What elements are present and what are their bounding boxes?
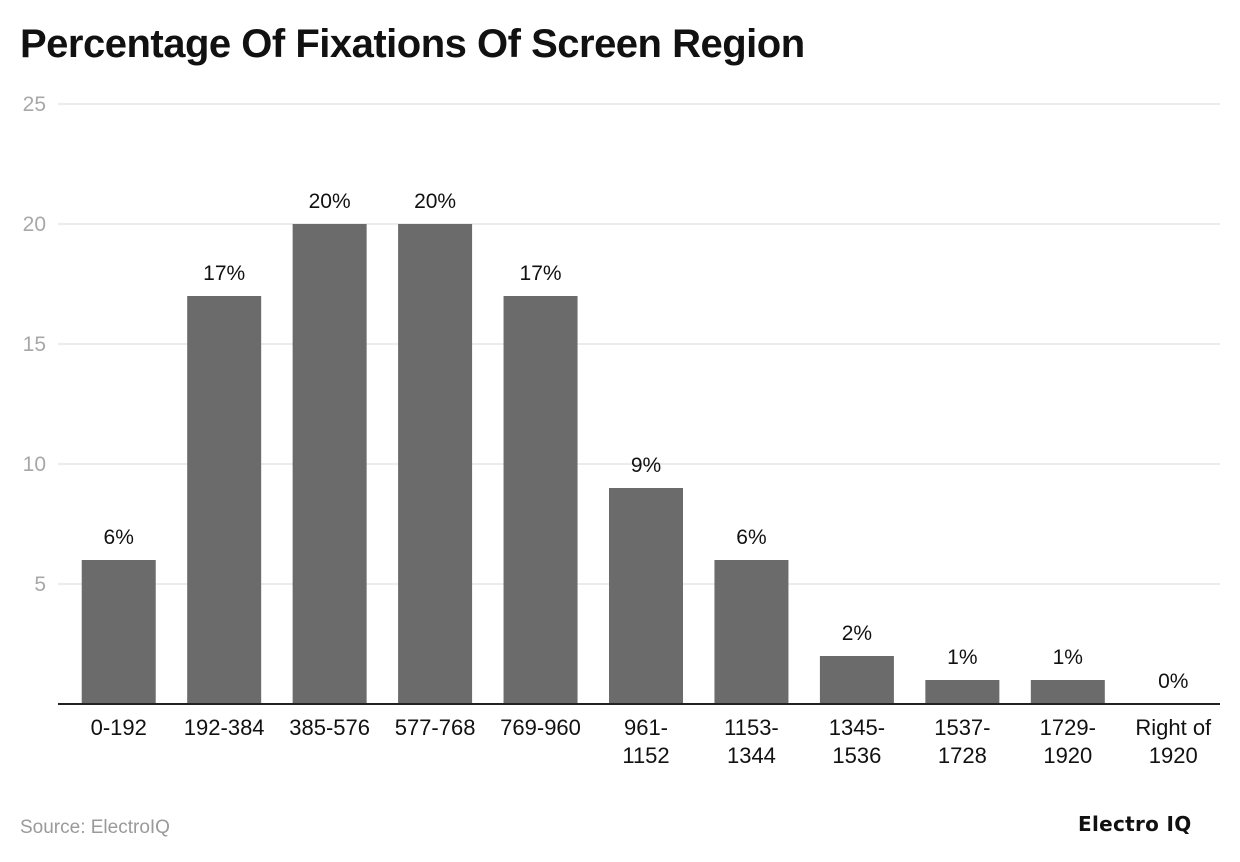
y-tick-label: 10 bbox=[23, 453, 46, 476]
bar bbox=[81, 560, 156, 704]
x-tick-label: 0-192 bbox=[91, 715, 147, 740]
bars bbox=[81, 224, 1105, 704]
x-tick-label: 1344 bbox=[727, 743, 776, 768]
data-label: 20% bbox=[414, 190, 456, 213]
x-tick-label: 1345- bbox=[829, 715, 885, 740]
bar bbox=[187, 296, 262, 704]
bar-chart: 5 10 15 20 25 6% 17% 20% 20% 17% 9% 6% 2% 1% 1% 0% 0-1… bbox=[23, 93, 1220, 768]
x-tick-label: Right of bbox=[1135, 715, 1212, 740]
bar bbox=[714, 560, 789, 704]
data-label: 2% bbox=[842, 622, 872, 645]
x-tick-label: 385-576 bbox=[289, 715, 370, 740]
x-tick-label: 961- bbox=[624, 715, 668, 740]
y-tick-label: 15 bbox=[23, 333, 46, 356]
x-tick-label: 192-384 bbox=[184, 715, 265, 740]
source-note: Source: ElectroIQ bbox=[20, 817, 170, 838]
x-tick-label: 1536 bbox=[832, 743, 881, 768]
x-tick-label: 577-768 bbox=[395, 715, 476, 740]
x-tick-label: 1920 bbox=[1149, 743, 1198, 768]
data-label: 1% bbox=[1053, 646, 1083, 669]
bar bbox=[925, 680, 1000, 704]
x-tick-label: 1728 bbox=[938, 743, 987, 768]
data-label: 6% bbox=[736, 526, 766, 549]
data-label: 9% bbox=[631, 454, 661, 477]
bar bbox=[1030, 680, 1105, 704]
bar bbox=[819, 656, 894, 704]
y-axis-ticks: 5 10 15 20 25 bbox=[23, 93, 46, 596]
y-tick-label: 20 bbox=[23, 213, 46, 236]
bar bbox=[503, 296, 578, 704]
data-label: 17% bbox=[203, 262, 245, 285]
data-label: 17% bbox=[520, 262, 562, 285]
x-tick-label: 1537- bbox=[934, 715, 990, 740]
x-tick-label: 1920 bbox=[1043, 743, 1092, 768]
data-label: 1% bbox=[947, 646, 977, 669]
bar bbox=[292, 224, 367, 704]
x-tick-label: 1153- bbox=[724, 715, 779, 740]
x-tick-label: 1152 bbox=[622, 743, 669, 768]
y-tick-label: 25 bbox=[23, 93, 46, 116]
data-label: 0% bbox=[1158, 670, 1188, 693]
data-label: 6% bbox=[104, 526, 134, 549]
x-tick-label: 769-960 bbox=[500, 715, 581, 740]
data-labels: 6% 17% 20% 20% 17% 9% 6% 2% 1% 1% 0% bbox=[104, 190, 1189, 693]
y-tick-label: 5 bbox=[34, 573, 46, 596]
x-axis-ticks: 0-192 192-384 385-576 577-768 769-960 961- 115… bbox=[91, 715, 1212, 768]
chart-title: Percentage Of Fixations Of Screen Region bbox=[20, 22, 805, 66]
brand-logo: Electro IQ bbox=[1078, 812, 1192, 836]
bar bbox=[609, 488, 683, 704]
data-label: 20% bbox=[309, 190, 351, 213]
bar bbox=[398, 224, 473, 704]
x-tick-label: 1729- bbox=[1040, 715, 1096, 740]
